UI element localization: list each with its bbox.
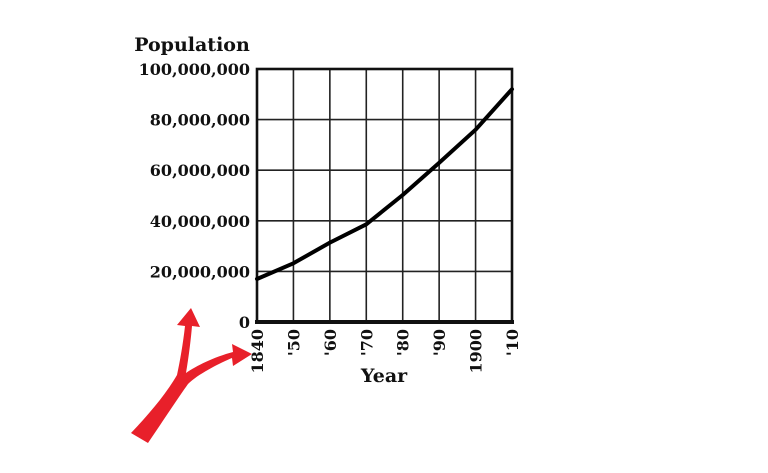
y-tick-label-5: 100,000,000 xyxy=(139,60,250,79)
x-tick-label-1: '50 xyxy=(284,329,303,356)
y-tick-labels: 0 20,000,000 40,000,000 60,000,000 80,000,00… xyxy=(139,60,250,332)
arrow-shape xyxy=(131,308,252,443)
y-tick-label-3: 60,000,000 xyxy=(150,161,250,180)
plot-frame xyxy=(255,67,514,324)
x-tick-label-5: '90 xyxy=(430,329,449,356)
x-tick-label-2: '60 xyxy=(321,329,340,356)
y-tick-label-4: 80,000,000 xyxy=(150,111,250,130)
x-tick-label-6: 1900 xyxy=(467,329,486,374)
x-tick-label-0: 1840 xyxy=(248,329,267,374)
x-axis-title: Year xyxy=(360,365,408,387)
y-tick-label-0: 0 xyxy=(239,313,250,332)
x-tick-labels: 1840 '50 '60 '70 '80 '90 1900 '10 xyxy=(248,329,522,374)
x-tick-label-3: '70 xyxy=(357,329,376,356)
y-tick-label-1: 20,000,000 xyxy=(150,262,250,281)
x-tick-label-7: '10 xyxy=(503,329,522,356)
y-axis-title: Population xyxy=(134,34,250,56)
series-line-0 xyxy=(255,87,514,281)
x-tick-label-4: '80 xyxy=(394,329,413,356)
y-tick-label-2: 40,000,000 xyxy=(150,212,250,231)
red-split-arrow-annotation xyxy=(131,308,252,443)
series-layer xyxy=(255,87,514,281)
grid xyxy=(255,67,514,324)
